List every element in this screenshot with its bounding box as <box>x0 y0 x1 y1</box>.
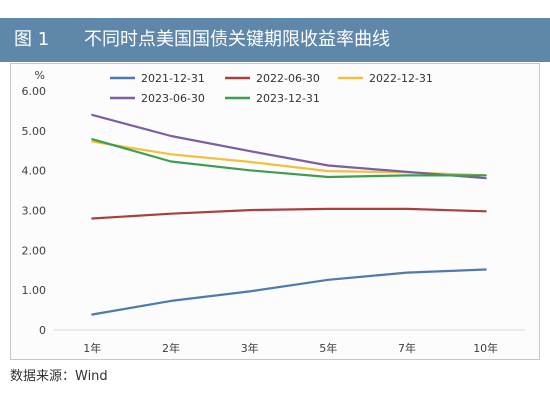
y-tick-label: 2.00 <box>22 244 47 257</box>
series-line-2021-12-31 <box>91 268 487 316</box>
y-tick-label: 0 <box>39 324 46 337</box>
series-line-2023-12-31 <box>91 138 487 179</box>
legend-label: 2023-12-31 <box>256 92 320 105</box>
x-tick-label: 10年 <box>473 341 498 355</box>
source-note: 数据来源：Wind <box>10 369 108 384</box>
y-tick-label: 6.00 <box>22 85 47 98</box>
legend-item: 2023-06-30 <box>110 92 205 105</box>
y-tick-label: 4.00 <box>22 165 47 178</box>
x-tick-label: 2年 <box>162 341 180 355</box>
series-lines <box>91 113 487 316</box>
x-tick-label: 7年 <box>398 341 416 355</box>
legend-label: 2022-12-31 <box>369 72 433 85</box>
legend-label: 2021-12-31 <box>141 72 205 85</box>
figure-label: 图 1 <box>14 29 50 50</box>
legend-item: 2021-12-31 <box>110 72 205 85</box>
series-line-2023-06-30 <box>91 113 487 180</box>
legend-label: 2022-06-30 <box>256 72 320 85</box>
legend-item: 2022-12-31 <box>338 72 433 85</box>
figure-header: 图 1 不同时点美国国债关键期限收益率曲线 <box>0 18 550 62</box>
legend: 2021-12-31 2022-06-30 2022-12-31 2023-06-30… <box>110 72 433 105</box>
figure-title: 不同时点美国国债关键期限收益率曲线 <box>84 29 390 50</box>
x-axis: 1年 2年 3年 5年 7年 10年 <box>83 341 498 355</box>
x-tick-label: 3年 <box>241 341 259 355</box>
y-axis-unit-label: % <box>35 69 45 82</box>
legend-label: 2023-06-30 <box>141 92 205 105</box>
y-tick-label: 5.00 <box>22 125 47 138</box>
y-tick-label: 3.00 <box>22 205 47 218</box>
series-line-2022-06-30 <box>91 207 487 220</box>
y-axis: 0 1.00 2.00 3.00 4.00 5.00 6.00 <box>22 85 47 337</box>
legend-item: 2023-12-31 <box>225 92 320 105</box>
legend-item: 2022-06-30 <box>225 72 320 85</box>
chart-panel <box>10 63 540 360</box>
x-tick-label: 1年 <box>83 341 101 355</box>
y-tick-label: 1.00 <box>22 284 47 297</box>
x-tick-label: 5年 <box>319 341 337 355</box>
